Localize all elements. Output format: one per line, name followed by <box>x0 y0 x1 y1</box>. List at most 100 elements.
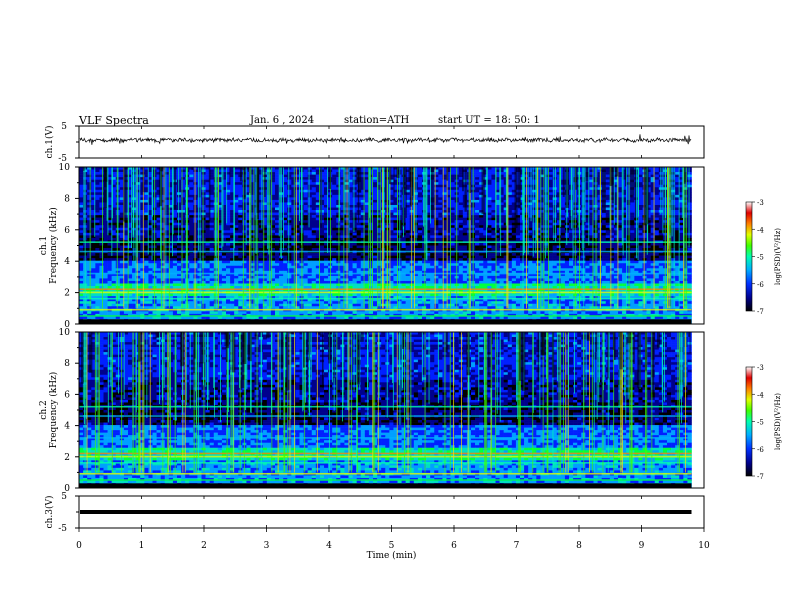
spectrogram-cell <box>552 245 558 249</box>
spectrogram-cell <box>536 187 541 191</box>
spectrogram-cell <box>536 174 541 178</box>
spectrogram-cell <box>479 220 484 224</box>
spectrogram-cell <box>189 169 194 173</box>
spectrogram-cell <box>479 182 484 186</box>
spectrogram-cell <box>597 207 602 211</box>
spectrogram-cell <box>405 245 411 249</box>
spectrogram-cell <box>103 210 108 213</box>
spectrogram-cell <box>499 179 504 183</box>
spectrogram-cell <box>99 189 104 193</box>
spectrogram-cell <box>168 204 174 208</box>
spectrogram-cell <box>217 194 223 198</box>
spectrogram-cell <box>340 194 345 198</box>
spectrogram-cell <box>230 222 235 226</box>
spectrogram-cell <box>160 192 166 196</box>
spectrogram-cell <box>589 199 594 203</box>
spectrogram-cell <box>87 202 92 206</box>
spectrogram-cell <box>111 202 117 206</box>
spectrogram-cell <box>201 210 206 213</box>
spectrogram-cell <box>601 217 607 221</box>
spectrogram-cell <box>434 172 439 175</box>
spectrogram-cell <box>511 235 517 239</box>
spectrogram-cell <box>560 217 566 221</box>
spectrogram-cell <box>540 172 545 175</box>
spectrogram-cell <box>275 182 280 186</box>
spectrogram-cell <box>205 212 210 216</box>
spectrogram-cell <box>450 187 455 191</box>
spectrogram-cell <box>193 194 198 198</box>
spectrogram-cell <box>87 172 92 175</box>
spectrogram-cell <box>283 179 288 183</box>
spectrogram-cell <box>626 182 631 186</box>
spectrogram-cell <box>658 242 664 246</box>
spectrogram-cell <box>650 215 656 218</box>
spectrogram-cell <box>107 172 112 175</box>
spectrogram-cell <box>520 167 525 170</box>
spectrogram-cell <box>217 227 223 231</box>
spectrogram-cell <box>336 217 341 221</box>
spectrogram-cell <box>618 220 623 224</box>
spectrogram-cell <box>675 194 680 198</box>
spectrogram-cell <box>442 197 447 201</box>
spectrogram-cell <box>193 197 198 201</box>
spectrogram-cell <box>417 212 423 216</box>
spectrogram-cell <box>315 227 321 231</box>
spectrogram-cell <box>495 222 500 226</box>
spectrogram-cell <box>536 197 541 201</box>
spectrogram-cell <box>193 189 198 193</box>
spectrogram-cell <box>144 220 149 224</box>
spectrogram-cell <box>291 184 296 188</box>
spectrogram-cell <box>197 248 202 251</box>
spectrogram-cell <box>205 225 210 229</box>
spectrogram-cell <box>373 212 378 216</box>
spectrogram-cell <box>613 237 619 241</box>
spectrogram-cell <box>528 167 533 170</box>
spectrogram-cell <box>475 177 480 180</box>
spectrogram-cell <box>352 207 357 211</box>
spectrogram-cell <box>156 194 161 198</box>
spectrogram-cell <box>548 227 553 231</box>
spectrogram-cell <box>352 169 357 173</box>
spectrogram-cell <box>442 199 447 203</box>
spectrogram-cell <box>560 235 566 239</box>
spectrogram-cell <box>520 187 525 191</box>
spectrogram-cell <box>291 217 296 221</box>
spectrogram-cell <box>552 210 558 213</box>
spectrogram-cell <box>275 212 280 216</box>
spectrogram-cell <box>181 217 186 221</box>
spectrogram-cell <box>340 172 345 175</box>
spectrogram-cell <box>417 210 423 213</box>
spectrogram-cell <box>156 192 161 196</box>
spectrogram-cell <box>360 207 366 211</box>
spectrogram-cell <box>119 187 125 191</box>
spectrogram-cell <box>373 248 378 251</box>
spectrogram-cell <box>646 245 651 249</box>
spectrogram-cell <box>479 222 484 226</box>
spectrogram-cell <box>99 172 104 175</box>
spectrogram-cell <box>307 217 313 221</box>
spectrogram-cell <box>209 232 215 236</box>
spectrogram-cell <box>177 225 182 229</box>
spectrogram-cell <box>275 169 280 173</box>
spectrogram-cell <box>393 248 398 251</box>
spectrogram-cell <box>442 187 447 191</box>
spectrogram-cell <box>654 245 660 249</box>
spectrogram-cell <box>352 215 357 218</box>
spectrogram-cell <box>569 222 574 226</box>
spectrogram-cell <box>671 194 676 198</box>
spectrogram-cell <box>107 189 112 193</box>
spectrogram-cell <box>679 199 684 203</box>
spectrogram-cell <box>450 184 455 188</box>
spectrogram-cell <box>417 215 423 218</box>
spectrogram-cell <box>364 237 370 241</box>
spectrogram-cell <box>491 232 496 236</box>
spectrogram-cell <box>128 237 133 241</box>
spectrogram-cell <box>303 248 308 251</box>
spectrogram-cell <box>377 169 382 173</box>
spectrogram-cell <box>283 182 288 186</box>
spectrogram-cell <box>548 192 553 196</box>
spectrogram-cell <box>311 212 317 216</box>
spectrogram-cell <box>426 199 431 203</box>
spectrogram-cell <box>238 237 243 241</box>
spectrogram-cell <box>119 179 125 183</box>
